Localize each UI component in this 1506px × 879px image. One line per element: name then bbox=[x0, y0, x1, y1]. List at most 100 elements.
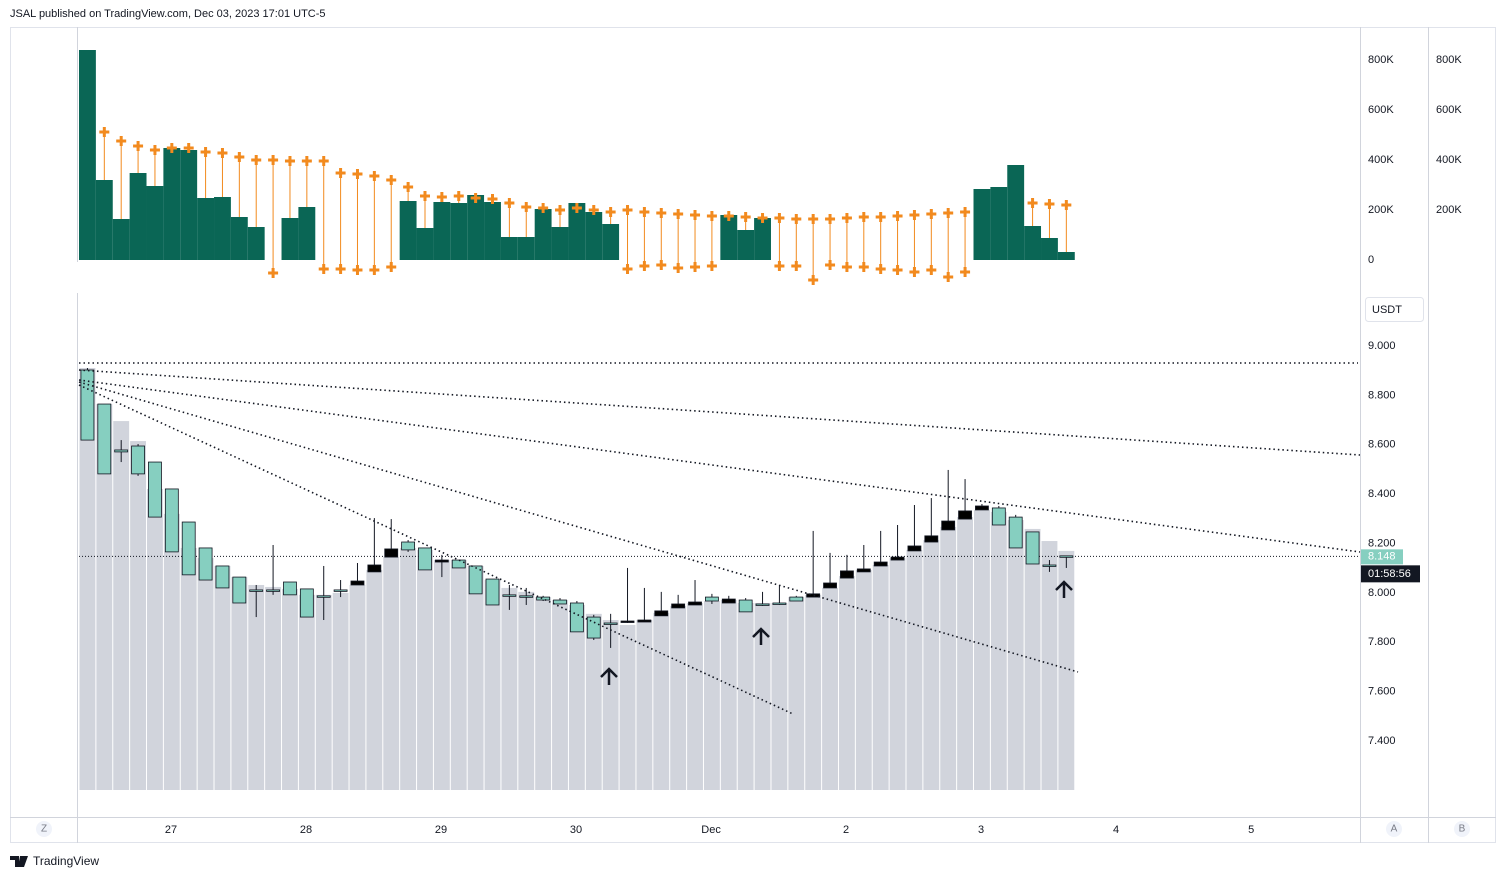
cross bbox=[453, 191, 464, 201]
cross bbox=[133, 141, 144, 151]
cross bbox=[690, 210, 701, 220]
cross bbox=[318, 264, 329, 274]
trend-line bbox=[78, 384, 794, 715]
cross bbox=[335, 264, 346, 274]
volume-bar bbox=[737, 230, 755, 260]
cross bbox=[960, 267, 971, 277]
overlay-bar bbox=[383, 557, 400, 790]
volume-bar bbox=[230, 217, 248, 260]
cross bbox=[791, 261, 802, 271]
cross bbox=[487, 194, 498, 204]
trend-line bbox=[78, 379, 1361, 553]
cross bbox=[555, 205, 566, 215]
candle-body bbox=[502, 594, 517, 597]
volume-bar bbox=[281, 218, 299, 260]
candle-body bbox=[1059, 555, 1074, 558]
countdown: 01:58:56 bbox=[1368, 568, 1411, 580]
candle-body bbox=[654, 610, 669, 617]
candle-body bbox=[603, 622, 618, 625]
candle-body bbox=[856, 568, 871, 573]
volume-bar bbox=[180, 150, 198, 260]
volume-bar bbox=[247, 227, 265, 260]
overlay-bar bbox=[737, 602, 754, 790]
cross bbox=[875, 264, 886, 274]
cross bbox=[1044, 199, 1055, 209]
overlay-bar bbox=[113, 421, 130, 790]
cross bbox=[183, 143, 194, 153]
button-label: B bbox=[1459, 824, 1466, 835]
candle-body bbox=[789, 596, 804, 602]
scale-button[interactable] bbox=[1386, 821, 1402, 837]
candle-body bbox=[266, 589, 280, 592]
overlay-bar bbox=[889, 558, 906, 790]
frame bbox=[10, 27, 1496, 843]
volume-bar bbox=[1041, 238, 1058, 260]
volume-bar bbox=[754, 218, 771, 260]
volume-bar bbox=[163, 148, 181, 260]
cross bbox=[386, 262, 397, 272]
volume-bar bbox=[129, 173, 147, 260]
candle-body bbox=[671, 603, 686, 609]
cross bbox=[116, 136, 127, 146]
candle-body bbox=[553, 599, 567, 605]
overlay-bar bbox=[602, 620, 619, 790]
scale-button[interactable] bbox=[1454, 821, 1470, 837]
cross bbox=[875, 212, 886, 222]
volume-bar bbox=[112, 219, 130, 260]
candle-body bbox=[705, 596, 719, 602]
overlay-bar bbox=[417, 549, 433, 790]
cross bbox=[268, 155, 279, 165]
overlay-bar bbox=[805, 594, 822, 790]
overlay-bar bbox=[585, 613, 602, 790]
x-tick-label: 28 bbox=[300, 824, 312, 836]
cross bbox=[909, 267, 920, 277]
candle-body bbox=[890, 556, 905, 561]
cross bbox=[892, 265, 903, 275]
cross bbox=[217, 148, 228, 158]
candle-body bbox=[772, 602, 787, 605]
overlay-bar bbox=[838, 576, 855, 790]
y-tick-label: 600K bbox=[1436, 104, 1462, 116]
cross bbox=[825, 260, 836, 270]
cross bbox=[858, 262, 869, 272]
y-tick-label: 200K bbox=[1436, 204, 1462, 216]
last-price-label: 8.148 bbox=[1368, 551, 1396, 563]
cross bbox=[673, 209, 684, 219]
scale-button[interactable] bbox=[36, 821, 52, 837]
volume-bar bbox=[146, 186, 164, 260]
candle-body bbox=[249, 589, 264, 592]
currency-box[interactable] bbox=[1365, 297, 1424, 322]
cross bbox=[605, 207, 616, 217]
candle-body bbox=[873, 561, 888, 567]
overlay-bar bbox=[231, 577, 248, 790]
candle-body bbox=[840, 570, 854, 579]
cross bbox=[858, 212, 869, 222]
cross bbox=[841, 213, 852, 223]
cross bbox=[622, 264, 633, 274]
volume-bar bbox=[484, 202, 501, 260]
overlay-bar bbox=[1007, 520, 1024, 790]
candle-body bbox=[823, 582, 837, 589]
y-tick-label: 8.600 bbox=[1368, 439, 1396, 451]
overlay-bar bbox=[788, 597, 805, 790]
cross bbox=[673, 263, 684, 273]
candle-body bbox=[299, 588, 314, 618]
cross bbox=[774, 261, 785, 271]
cross bbox=[706, 261, 717, 271]
overlay-bar bbox=[720, 600, 737, 790]
countdown-box bbox=[1361, 565, 1420, 583]
candle-body bbox=[1025, 531, 1040, 565]
overlay-bar bbox=[332, 592, 349, 790]
cross bbox=[571, 203, 582, 213]
cross bbox=[200, 147, 211, 157]
volume-bar bbox=[79, 50, 96, 260]
candle-body bbox=[755, 603, 770, 606]
overlay-bar bbox=[535, 597, 552, 790]
trend-line bbox=[78, 369, 1361, 456]
candle-body bbox=[907, 545, 922, 552]
volume-bar bbox=[990, 187, 1008, 260]
overlay-bar bbox=[619, 624, 636, 790]
overlay-bar bbox=[940, 526, 957, 790]
cross bbox=[251, 155, 262, 165]
